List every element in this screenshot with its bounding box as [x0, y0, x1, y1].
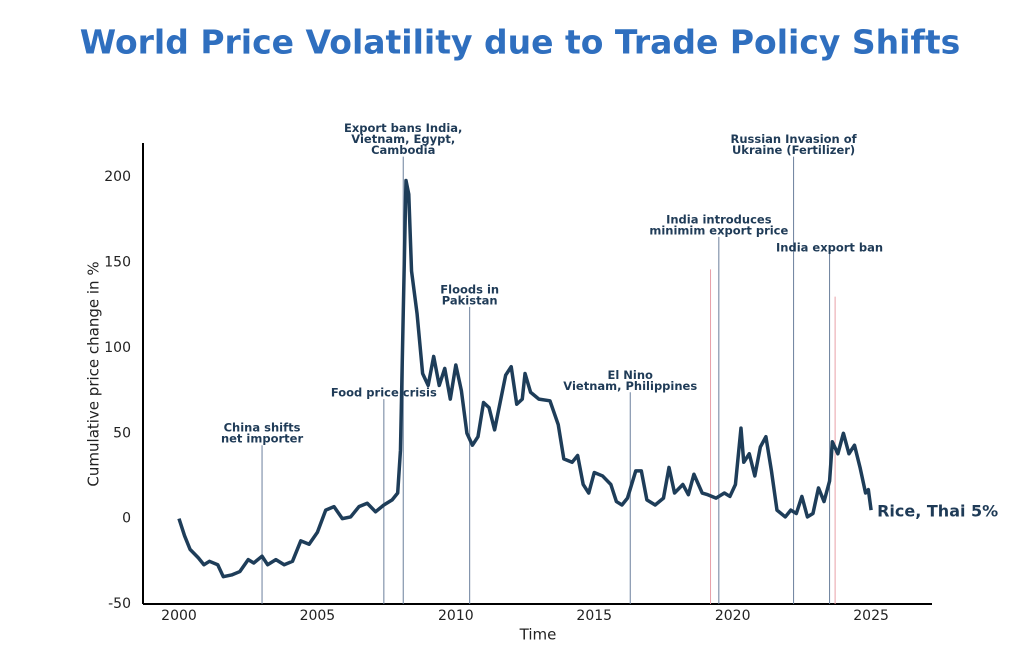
annotation-label: India export ban — [776, 240, 883, 254]
annotation-label: Vietnam, Egypt, — [351, 132, 455, 146]
series-end-label: Rice, Thai 5% — [877, 502, 998, 521]
y-tick-label: 50 — [113, 425, 131, 441]
annotation-label: net importer — [221, 432, 304, 446]
x-tick-label: 2025 — [853, 608, 889, 624]
annotation-label: El Nino — [608, 368, 654, 382]
annotation-label: Vietnam, Philippines — [563, 379, 697, 393]
x-tick-label: 2000 — [161, 608, 197, 624]
y-tick-label: 0 — [122, 511, 131, 527]
y-tick-label: -50 — [108, 596, 131, 612]
annotation-label: Export bans India, — [344, 121, 462, 135]
y-tick-label: 200 — [104, 169, 131, 185]
y-axis-title: Cumulative price change in % — [85, 261, 103, 486]
annotation-label: minimim export price — [649, 223, 788, 237]
annotation-label: Russian Invasion of — [731, 132, 858, 146]
y-tick-label: 100 — [104, 340, 131, 356]
annotation-label: Pakistan — [442, 293, 498, 307]
annotation-label: Food price crisis — [331, 386, 437, 400]
x-tick-label: 2010 — [438, 608, 474, 624]
chart-title: World Price Volatility due to Trade Poli… — [80, 23, 961, 62]
annotation-label: China shifts — [224, 421, 301, 435]
x-tick-label: 2020 — [715, 608, 751, 624]
series-line — [177, 178, 873, 579]
x-tick-label: 2015 — [576, 608, 612, 624]
annotation-label: Cambodia — [371, 143, 435, 157]
y-tick-label: 150 — [104, 255, 131, 271]
annotation-label: Ukraine (Fertilizer) — [732, 143, 855, 157]
x-axis-title: Time — [519, 626, 557, 644]
x-tick-label: 2005 — [300, 608, 336, 624]
annotation-label: Floods in — [440, 282, 499, 296]
annotation-label: India introduces — [666, 212, 772, 226]
